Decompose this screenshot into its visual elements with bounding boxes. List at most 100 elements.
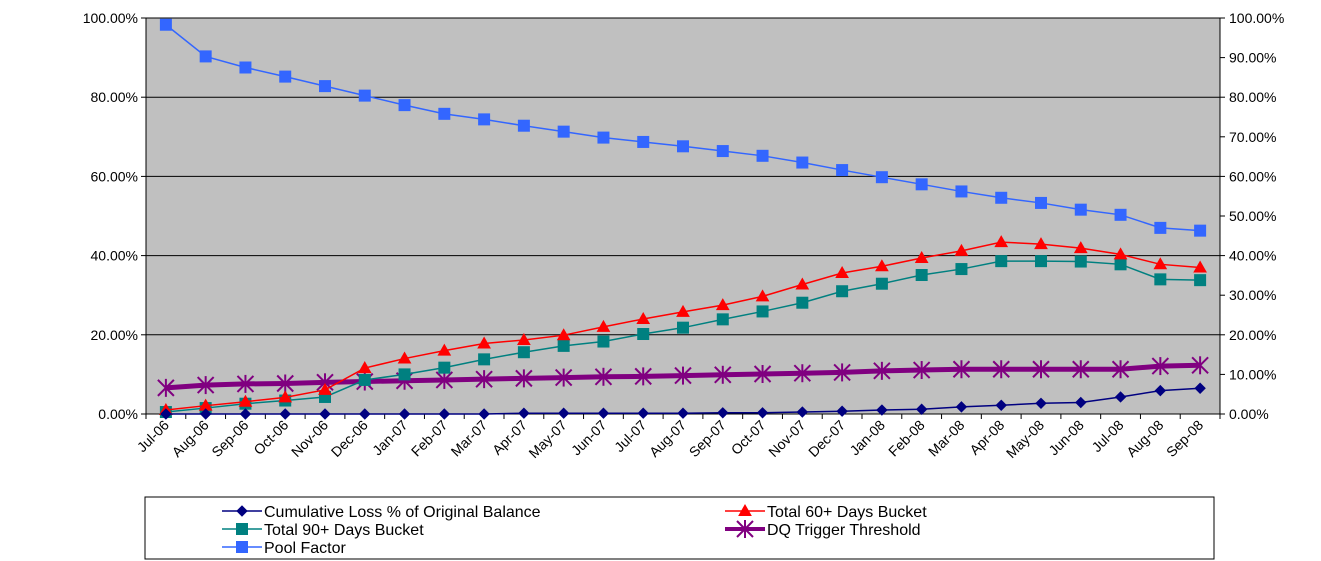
data-point — [677, 407, 689, 419]
data-point — [915, 269, 928, 282]
data-point — [793, 364, 812, 383]
left-tick-label: 60.00% — [91, 168, 138, 184]
data-point — [1194, 224, 1207, 237]
data-point — [1154, 273, 1167, 286]
data-point — [278, 390, 293, 403]
data-point — [1035, 255, 1047, 268]
x-tick-label: May-07 — [525, 417, 569, 461]
series-layer — [157, 18, 1209, 420]
right-tick-label: 70.00% — [1229, 129, 1276, 145]
data-point — [676, 304, 690, 317]
data-point — [238, 394, 253, 407]
legend-item-total-60-days-bucket: Total 60+ Days Bucket — [725, 503, 927, 521]
legend-swatch-marker — [738, 503, 752, 516]
data-point — [557, 407, 570, 419]
data-point — [756, 407, 769, 419]
data-point — [875, 259, 889, 272]
data-point — [319, 80, 331, 93]
x-tick-label: Sep-08 — [1163, 417, 1206, 460]
data-point — [594, 367, 613, 386]
x-tick-label: Feb-07 — [408, 417, 451, 460]
data-point — [637, 328, 650, 341]
data-point — [915, 178, 928, 191]
data-point — [836, 285, 849, 298]
data-point — [475, 370, 493, 389]
right-tick-label: 30.00% — [1229, 287, 1276, 303]
data-point — [398, 368, 411, 381]
data-point — [1113, 247, 1128, 260]
data-point — [1194, 382, 1206, 394]
data-point — [1074, 255, 1087, 268]
x-tick-label: Jun-07 — [568, 417, 610, 459]
data-point — [715, 298, 730, 311]
data-point — [955, 401, 968, 413]
legend-label: DQ Trigger Threshold — [767, 522, 921, 539]
data-point — [397, 351, 412, 364]
x-tick-label: Dec-07 — [805, 417, 848, 460]
data-point — [1154, 221, 1167, 234]
data-point — [717, 407, 729, 419]
data-point — [517, 119, 530, 132]
x-tick-label: Nov-06 — [288, 417, 331, 460]
legend: Cumulative Loss % of Original Balance Tot… — [144, 496, 1215, 560]
data-point — [438, 361, 451, 374]
legend-item-cumulative-loss-of-original-balance: Cumulative Loss % of Original Balance — [222, 504, 541, 521]
right-y-axis: 0.00% 10.00% 20.00% 30.00% 40.00% 50.00% 60.00… — [1219, 10, 1284, 422]
x-tick-label: Jan-07 — [369, 417, 411, 459]
data-point — [517, 332, 531, 345]
data-point — [239, 408, 252, 420]
data-point — [319, 408, 331, 420]
data-point — [1114, 208, 1127, 221]
x-tick-label: Mar-08 — [925, 417, 968, 460]
data-point — [636, 311, 651, 324]
x-tick-label: Jul-07 — [611, 417, 649, 455]
legend-box — [144, 496, 1215, 560]
data-point — [557, 339, 570, 352]
right-tick-label: 40.00% — [1229, 248, 1276, 264]
x-tick-label: Jul-06 — [134, 417, 172, 455]
data-point — [276, 374, 294, 393]
data-point — [873, 361, 891, 380]
x-tick-label: Apr-07 — [489, 417, 530, 458]
right-tick-label: 60.00% — [1229, 168, 1276, 184]
data-point — [239, 61, 252, 74]
data-point — [199, 50, 212, 63]
x-tick-label: Aug-08 — [1123, 417, 1166, 460]
x-tick-label: Oct-06 — [250, 417, 291, 458]
data-point — [634, 367, 652, 386]
data-point — [358, 89, 371, 102]
series-cumulative-loss-of-original-balance — [160, 382, 1206, 420]
x-tick-label: Jan-08 — [846, 417, 888, 459]
left-tick-label: 80.00% — [91, 89, 138, 105]
data-point — [995, 399, 1007, 411]
x-tick-label: Mar-07 — [448, 417, 491, 460]
data-point — [438, 107, 451, 120]
plot-area — [145, 17, 1221, 415]
data-point — [796, 406, 809, 418]
data-point — [755, 289, 770, 302]
data-point — [477, 336, 491, 349]
data-point — [398, 408, 411, 420]
data-point — [159, 18, 172, 31]
data-point — [914, 250, 929, 263]
data-point — [236, 374, 255, 393]
data-point — [196, 376, 215, 395]
x-tick-label: Sep-07 — [686, 417, 729, 460]
x-tick-label: Sep-06 — [208, 417, 251, 460]
data-point — [279, 408, 291, 420]
data-point — [1074, 203, 1087, 216]
legend-label: Pool Factor — [264, 540, 346, 557]
data-point — [318, 382, 332, 395]
series-pool-factor — [159, 18, 1207, 237]
data-point — [279, 70, 292, 83]
data-point — [435, 370, 454, 389]
data-point — [952, 360, 971, 379]
data-point — [478, 113, 491, 126]
data-point — [398, 99, 411, 112]
data-point — [556, 328, 571, 341]
data-point — [835, 266, 849, 279]
data-point — [1035, 397, 1047, 410]
data-point — [795, 277, 810, 290]
legend-swatch-marker — [236, 505, 248, 517]
x-tick-label: Oct-07 — [728, 417, 769, 458]
